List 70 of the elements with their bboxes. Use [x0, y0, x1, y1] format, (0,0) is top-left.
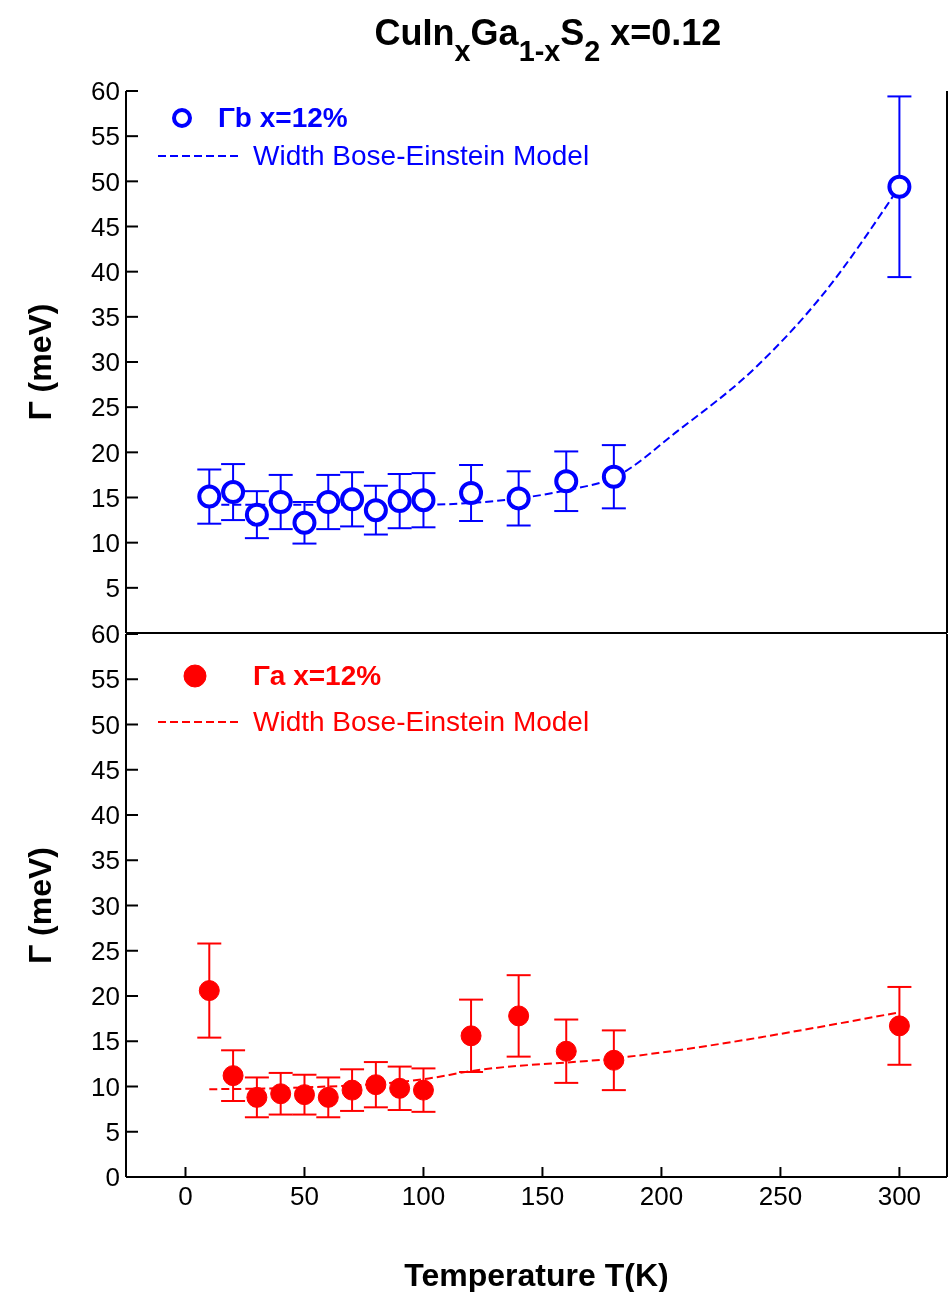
y-tick-label: 30: [91, 347, 120, 378]
y-axis-title: Γ (meV): [22, 303, 59, 421]
point: [198, 980, 220, 1002]
point: [293, 1084, 315, 1106]
legend-label: Width Bose-Einstein Model: [253, 706, 590, 738]
x-tick-label: 100: [401, 1181, 446, 1212]
point: [411, 488, 436, 513]
legend-label: Γb x=12%: [218, 102, 348, 134]
y-tick-label: 15: [91, 1026, 120, 1057]
y-tick-label: 50: [91, 709, 120, 740]
point: [317, 1086, 339, 1108]
legend-label: Γa x=12%: [253, 660, 382, 692]
y-tick-label: 45: [91, 211, 120, 242]
point: [363, 498, 388, 523]
point: [246, 1086, 268, 1108]
y-tick-label: 20: [91, 981, 120, 1012]
y-tick-label: 45: [91, 754, 120, 785]
y-tick-label: 50: [91, 166, 120, 197]
point: [197, 484, 222, 509]
y-tick-label: 40: [91, 256, 120, 287]
y-tick-label: 5: [105, 573, 120, 604]
point: [268, 490, 293, 515]
x-tick-label: 200: [639, 1181, 684, 1212]
y-tick-label: 25: [91, 392, 120, 423]
y-tick-label: 5: [105, 1116, 120, 1147]
y-tick-label: 10: [91, 527, 120, 558]
y-tick-label: 20: [91, 437, 120, 468]
point: [555, 1040, 577, 1062]
point: [887, 174, 912, 199]
point: [601, 464, 626, 489]
y-tick-label: 10: [91, 1071, 120, 1102]
x-axis-title: Temperature T(K): [404, 1257, 669, 1292]
point: [506, 486, 531, 511]
legend-label: Width Bose-Einstein Model: [253, 140, 590, 172]
y-tick-label: 40: [91, 800, 120, 831]
y-tick-label: 60: [91, 619, 120, 650]
y-tick-label: 55: [91, 121, 120, 152]
y-axis-title: Γ (meV): [22, 846, 59, 965]
x-tick-label: 250: [758, 1181, 803, 1212]
point: [341, 1079, 363, 1101]
point: [554, 469, 579, 494]
chart-title: CuIn$_{x}$Ga$_{1-x}$S$_{2}$ x=0.12: [374, 12, 722, 67]
x-tick-label: 50: [290, 1181, 319, 1212]
y-tick-label: 60: [91, 76, 120, 107]
point: [460, 1025, 482, 1047]
x-tick-label: 150: [520, 1181, 565, 1212]
x-tick-label: 0: [178, 1181, 193, 1212]
y-tick-label: 35: [91, 845, 120, 876]
point: [459, 480, 484, 505]
point: [221, 480, 246, 505]
point: [888, 1015, 910, 1037]
point: [244, 502, 269, 527]
point: [270, 1083, 292, 1105]
point: [292, 510, 317, 535]
point: [365, 1074, 387, 1096]
y-tick-label: 30: [91, 890, 120, 921]
point: [412, 1079, 434, 1101]
point: [508, 1005, 530, 1027]
y-tick-label: 0: [105, 1162, 120, 1193]
point: [387, 489, 412, 514]
y-tick-label: 15: [91, 482, 120, 513]
y-tick-label: 35: [91, 302, 120, 333]
point: [340, 487, 365, 512]
point: [603, 1049, 625, 1071]
point: [389, 1077, 411, 1099]
point: [222, 1065, 244, 1087]
point: [316, 490, 341, 515]
y-tick-label: 25: [91, 935, 120, 966]
y-tick-label: 55: [91, 664, 120, 695]
x-tick-label: 300: [877, 1181, 922, 1212]
